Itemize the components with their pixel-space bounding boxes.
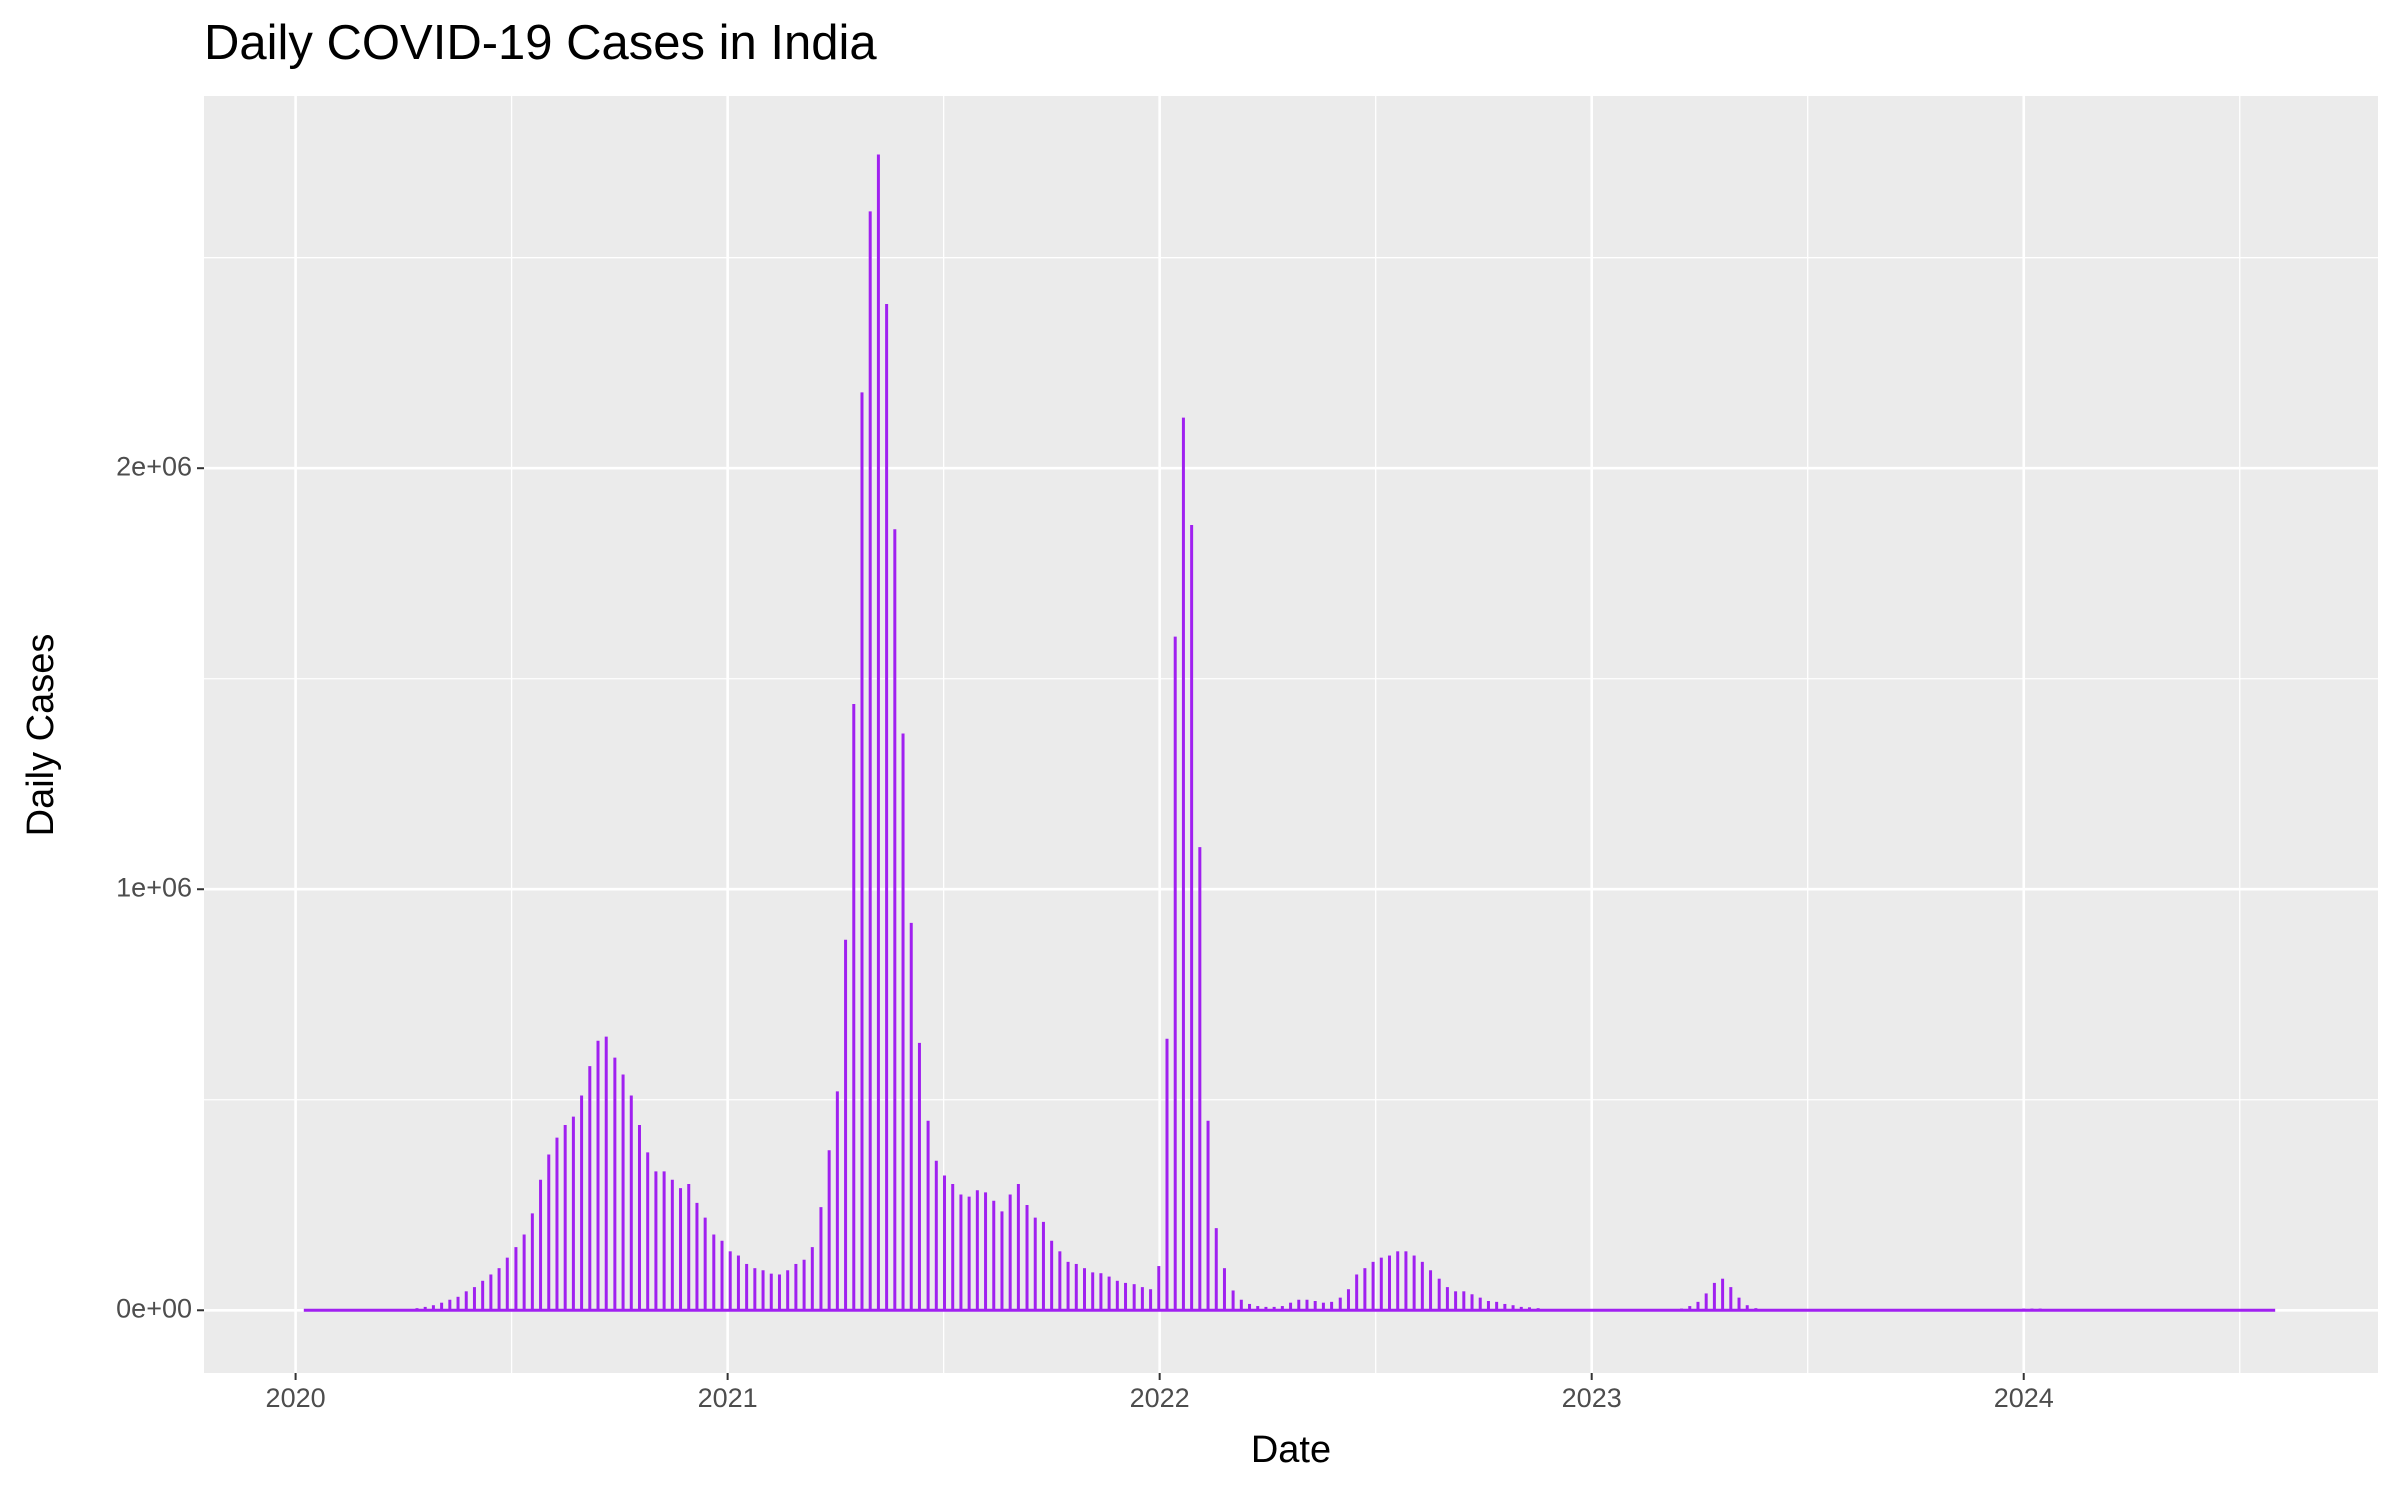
y-tick-label: 2e+06 xyxy=(116,451,192,481)
y-axis-title: Daily Cases xyxy=(20,634,62,837)
x-tick-label: 2020 xyxy=(266,1383,326,1413)
chart-title: Daily COVID-19 Cases in India xyxy=(204,16,877,70)
x-tick-label: 2022 xyxy=(1130,1383,1190,1413)
x-axis-title: Date xyxy=(1251,1429,1331,1471)
y-tick-label: 0e+00 xyxy=(116,1293,192,1323)
x-tick-label: 2024 xyxy=(1994,1383,2054,1413)
y-tick-label: 1e+06 xyxy=(116,872,192,902)
x-tick-label: 2023 xyxy=(1562,1383,1622,1413)
panel xyxy=(204,96,2378,1373)
x-tick-label: 2021 xyxy=(698,1383,758,1413)
